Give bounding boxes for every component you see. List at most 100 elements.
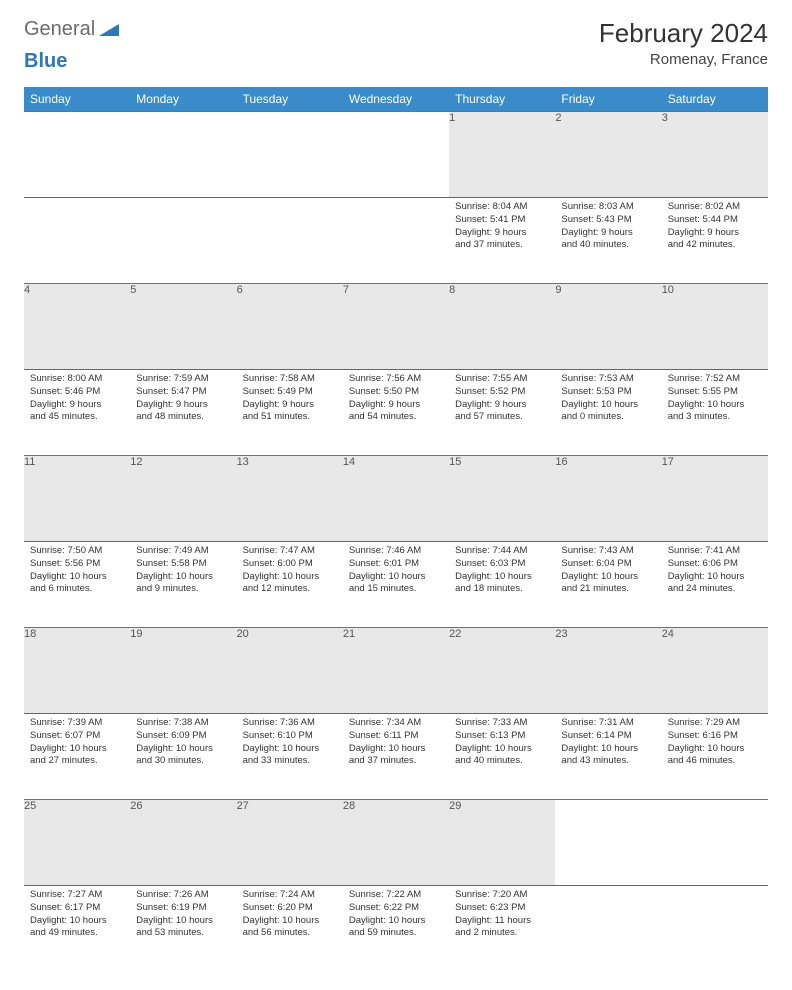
day-number: 1 [449,112,555,198]
day-number [24,112,130,198]
day-number: 9 [555,284,661,370]
day-number: 14 [343,456,449,542]
day-content-row: Sunrise: 8:00 AMSunset: 5:46 PMDaylight:… [24,370,768,456]
day-number: 10 [662,284,768,370]
day-details: Sunrise: 7:31 AMSunset: 6:14 PMDaylight:… [555,714,661,774]
day-number: 17 [662,456,768,542]
day-cell [24,198,130,284]
day-cell: Sunrise: 7:38 AMSunset: 6:09 PMDaylight:… [130,714,236,800]
day-cell: Sunrise: 7:59 AMSunset: 5:47 PMDaylight:… [130,370,236,456]
day-number: 18 [24,628,130,714]
day-cell: Sunrise: 7:34 AMSunset: 6:11 PMDaylight:… [343,714,449,800]
day-content-row: Sunrise: 7:39 AMSunset: 6:07 PMDaylight:… [24,714,768,800]
day-cell: Sunrise: 7:27 AMSunset: 6:17 PMDaylight:… [24,886,130,972]
day-cell: Sunrise: 7:52 AMSunset: 5:55 PMDaylight:… [662,370,768,456]
day-cell: Sunrise: 7:53 AMSunset: 5:53 PMDaylight:… [555,370,661,456]
day-number: 19 [130,628,236,714]
day-number: 24 [662,628,768,714]
day-details: Sunrise: 7:49 AMSunset: 5:58 PMDaylight:… [130,542,236,602]
day-details: Sunrise: 7:58 AMSunset: 5:49 PMDaylight:… [237,370,343,430]
weekday-header: Thursday [449,87,555,112]
day-details: Sunrise: 7:34 AMSunset: 6:11 PMDaylight:… [343,714,449,774]
day-cell [662,886,768,972]
day-content-row: Sunrise: 7:50 AMSunset: 5:56 PMDaylight:… [24,542,768,628]
day-details: Sunrise: 7:27 AMSunset: 6:17 PMDaylight:… [24,886,130,946]
day-number: 4 [24,284,130,370]
day-number: 23 [555,628,661,714]
day-cell [237,198,343,284]
day-number [130,112,236,198]
day-cell: Sunrise: 7:55 AMSunset: 5:52 PMDaylight:… [449,370,555,456]
day-details: Sunrise: 7:39 AMSunset: 6:07 PMDaylight:… [24,714,130,774]
day-details: Sunrise: 7:20 AMSunset: 6:23 PMDaylight:… [449,886,555,946]
day-number: 7 [343,284,449,370]
day-details: Sunrise: 7:47 AMSunset: 6:00 PMDaylight:… [237,542,343,602]
day-details: Sunrise: 7:26 AMSunset: 6:19 PMDaylight:… [130,886,236,946]
day-number: 29 [449,800,555,886]
day-cell: Sunrise: 7:46 AMSunset: 6:01 PMDaylight:… [343,542,449,628]
weekday-header: Sunday [24,87,130,112]
day-cell: Sunrise: 7:20 AMSunset: 6:23 PMDaylight:… [449,886,555,972]
day-cell: Sunrise: 7:22 AMSunset: 6:22 PMDaylight:… [343,886,449,972]
day-cell: Sunrise: 7:33 AMSunset: 6:13 PMDaylight:… [449,714,555,800]
day-cell [555,886,661,972]
day-number [237,112,343,198]
day-number: 28 [343,800,449,886]
day-number: 12 [130,456,236,542]
day-number: 22 [449,628,555,714]
calendar-page: General February 2024 Romenay, France Bl… [0,0,792,990]
day-number: 2 [555,112,661,198]
day-details: Sunrise: 7:29 AMSunset: 6:16 PMDaylight:… [662,714,768,774]
day-number-row: 123 [24,112,768,198]
day-details: Sunrise: 7:41 AMSunset: 6:06 PMDaylight:… [662,542,768,602]
day-number: 20 [237,628,343,714]
day-details: Sunrise: 7:46 AMSunset: 6:01 PMDaylight:… [343,542,449,602]
day-number-row: 18192021222324 [24,628,768,714]
day-number: 25 [24,800,130,886]
weekday-header: Monday [130,87,236,112]
day-cell [343,198,449,284]
day-number: 5 [130,284,236,370]
day-number: 26 [130,800,236,886]
day-cell [130,198,236,284]
day-content-row: Sunrise: 8:04 AMSunset: 5:41 PMDaylight:… [24,198,768,284]
day-number: 21 [343,628,449,714]
day-cell: Sunrise: 8:04 AMSunset: 5:41 PMDaylight:… [449,198,555,284]
day-details: Sunrise: 7:24 AMSunset: 6:20 PMDaylight:… [237,886,343,946]
day-details: Sunrise: 7:53 AMSunset: 5:53 PMDaylight:… [555,370,661,430]
day-number-row: 2526272829 [24,800,768,886]
day-cell: Sunrise: 7:56 AMSunset: 5:50 PMDaylight:… [343,370,449,456]
day-number: 8 [449,284,555,370]
weekday-header: Saturday [662,87,768,112]
day-details: Sunrise: 8:04 AMSunset: 5:41 PMDaylight:… [449,198,555,258]
day-number: 16 [555,456,661,542]
calendar-header-row: SundayMondayTuesdayWednesdayThursdayFrid… [24,87,768,112]
day-cell: Sunrise: 7:43 AMSunset: 6:04 PMDaylight:… [555,542,661,628]
day-content-row: Sunrise: 7:27 AMSunset: 6:17 PMDaylight:… [24,886,768,972]
logo: General [24,18,123,41]
day-cell: Sunrise: 7:49 AMSunset: 5:58 PMDaylight:… [130,542,236,628]
logo-triangle-icon [99,22,121,38]
day-cell: Sunrise: 7:58 AMSunset: 5:49 PMDaylight:… [237,370,343,456]
day-number: 13 [237,456,343,542]
day-number-row: 45678910 [24,284,768,370]
day-cell: Sunrise: 8:02 AMSunset: 5:44 PMDaylight:… [662,198,768,284]
day-cell: Sunrise: 8:03 AMSunset: 5:43 PMDaylight:… [555,198,661,284]
day-details: Sunrise: 7:56 AMSunset: 5:50 PMDaylight:… [343,370,449,430]
weekday-header: Wednesday [343,87,449,112]
weekday-header: Friday [555,87,661,112]
logo-text-general: General [24,18,95,41]
day-details: Sunrise: 7:38 AMSunset: 6:09 PMDaylight:… [130,714,236,774]
day-cell: Sunrise: 7:29 AMSunset: 6:16 PMDaylight:… [662,714,768,800]
day-number: 27 [237,800,343,886]
day-details: Sunrise: 7:50 AMSunset: 5:56 PMDaylight:… [24,542,130,602]
day-details: Sunrise: 7:43 AMSunset: 6:04 PMDaylight:… [555,542,661,602]
day-details: Sunrise: 7:22 AMSunset: 6:22 PMDaylight:… [343,886,449,946]
day-details: Sunrise: 7:52 AMSunset: 5:55 PMDaylight:… [662,370,768,430]
day-details: Sunrise: 7:59 AMSunset: 5:47 PMDaylight:… [130,370,236,430]
day-number [343,112,449,198]
day-number: 11 [24,456,130,542]
day-details: Sunrise: 7:33 AMSunset: 6:13 PMDaylight:… [449,714,555,774]
day-number [555,800,661,886]
day-cell: Sunrise: 7:36 AMSunset: 6:10 PMDaylight:… [237,714,343,800]
